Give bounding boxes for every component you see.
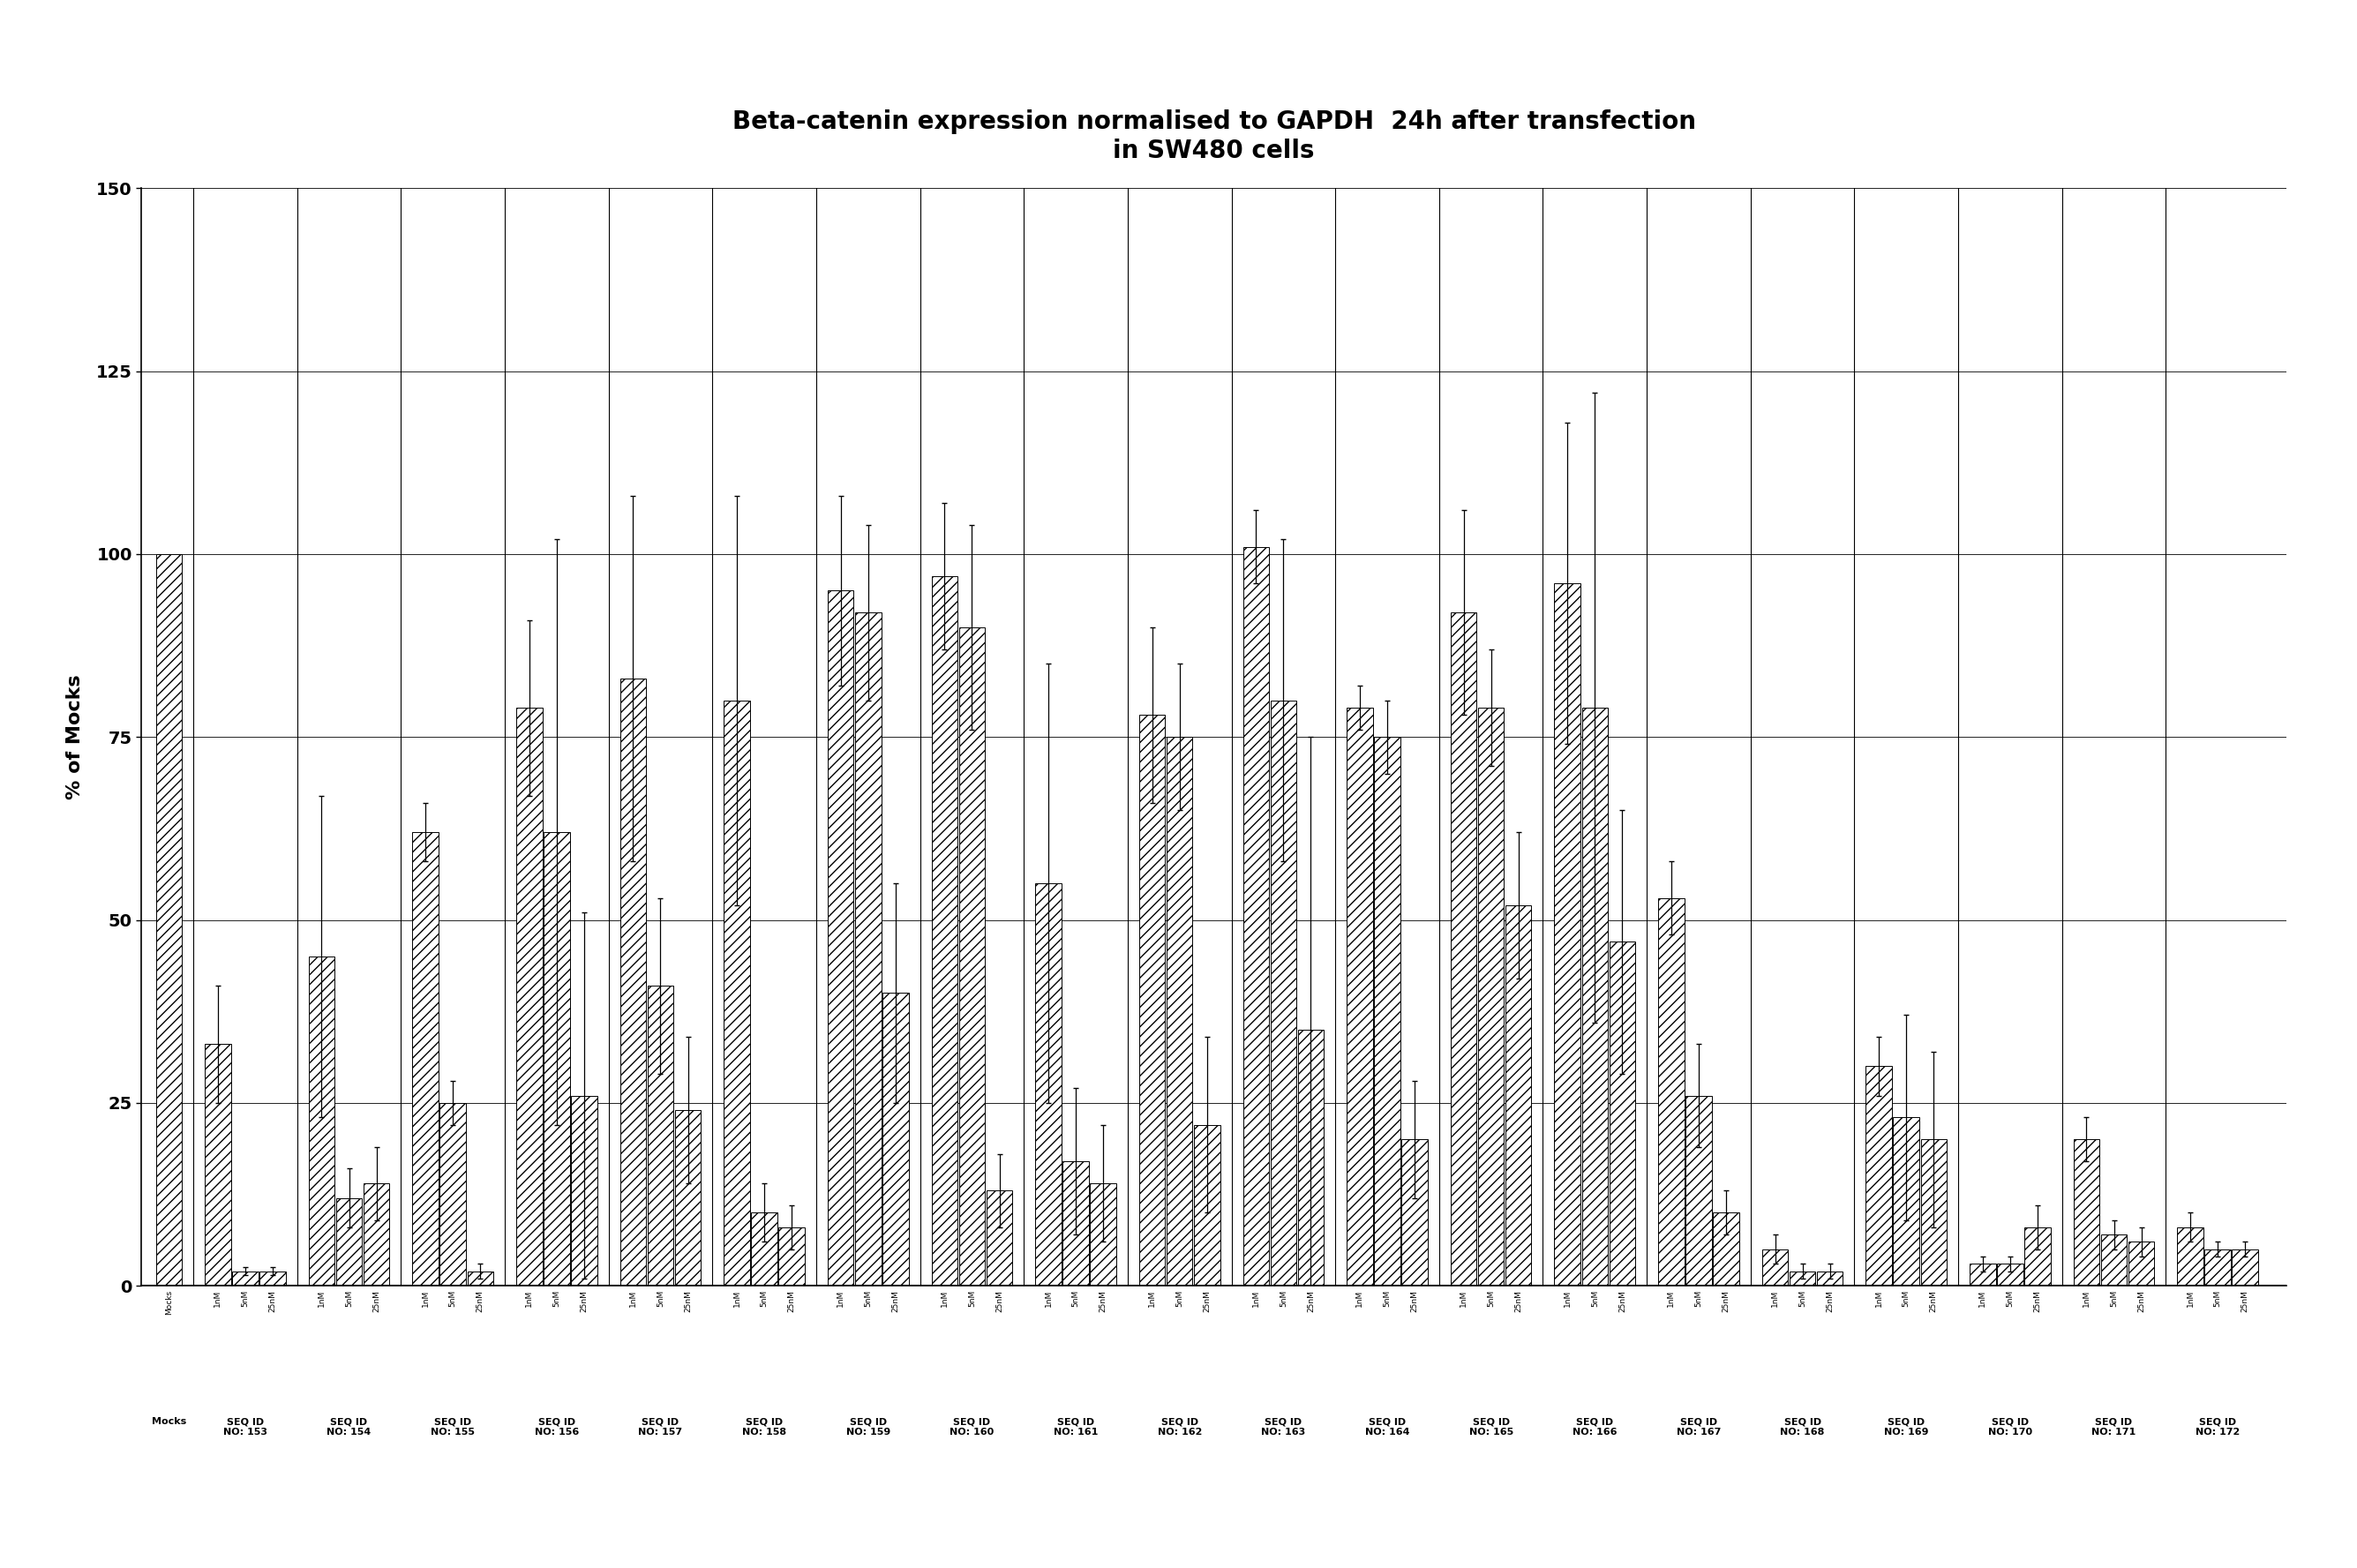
Bar [467, 1272, 493, 1286]
Bar [1478, 707, 1504, 1286]
Bar [2074, 1140, 2100, 1286]
Bar [1402, 1140, 1428, 1286]
Bar [1921, 1140, 1947, 1286]
Bar [1817, 1272, 1843, 1286]
Text: SEQ ID
NO: 160: SEQ ID NO: 160 [950, 1417, 995, 1436]
Bar [570, 1096, 596, 1286]
Bar [1610, 942, 1636, 1286]
Title: Beta-catenin expression normalised to GAPDH  24h after transfection
in SW480 cel: Beta-catenin expression normalised to GA… [733, 110, 1695, 163]
Bar [516, 707, 542, 1286]
Text: SEQ ID
NO: 159: SEQ ID NO: 159 [846, 1417, 891, 1436]
Bar [1091, 1184, 1117, 1286]
Bar [1346, 707, 1372, 1286]
Text: SEQ ID
NO: 167: SEQ ID NO: 167 [1676, 1417, 1721, 1436]
Text: SEQ ID
NO: 161: SEQ ID NO: 161 [1054, 1417, 1098, 1436]
Bar [1138, 715, 1164, 1286]
Bar [1867, 1066, 1893, 1286]
Text: SEQ ID
NO: 156: SEQ ID NO: 156 [535, 1417, 580, 1436]
Bar [1582, 707, 1607, 1286]
Bar [363, 1184, 389, 1286]
Bar [1299, 1030, 1325, 1286]
Bar [1167, 737, 1193, 1286]
Bar [2100, 1234, 2126, 1286]
Bar [156, 554, 181, 1286]
Text: SEQ ID
NO: 168: SEQ ID NO: 168 [1780, 1417, 1824, 1436]
Text: SEQ ID
NO: 170: SEQ ID NO: 170 [1987, 1417, 2032, 1436]
Bar [205, 1044, 231, 1286]
Text: SEQ ID
NO: 158: SEQ ID NO: 158 [742, 1417, 787, 1436]
Bar [1659, 898, 1685, 1286]
Bar [309, 956, 335, 1286]
Text: SEQ ID
NO: 165: SEQ ID NO: 165 [1468, 1417, 1513, 1436]
Bar [441, 1102, 467, 1286]
Bar [827, 591, 853, 1286]
Bar [1970, 1264, 1996, 1286]
Bar [778, 1228, 804, 1286]
Bar [1506, 905, 1532, 1286]
Bar [724, 701, 750, 1286]
Text: SEQ ID
NO: 171: SEQ ID NO: 171 [2091, 1417, 2135, 1436]
Text: SEQ ID
NO: 163: SEQ ID NO: 163 [1261, 1417, 1306, 1436]
Bar [648, 986, 674, 1286]
Bar [2025, 1228, 2051, 1286]
Bar [2204, 1250, 2230, 1286]
Bar [856, 613, 882, 1286]
Text: SEQ ID
NO: 154: SEQ ID NO: 154 [328, 1417, 370, 1436]
Text: SEQ ID
NO: 164: SEQ ID NO: 164 [1365, 1417, 1409, 1436]
Bar [1789, 1272, 1815, 1286]
Bar [2232, 1250, 2258, 1286]
Bar [1035, 883, 1061, 1286]
Bar [1996, 1264, 2022, 1286]
Bar [2128, 1242, 2154, 1286]
Bar [931, 575, 957, 1286]
Bar [1450, 613, 1475, 1286]
Text: Mocks: Mocks [151, 1417, 186, 1427]
Text: SEQ ID
NO: 155: SEQ ID NO: 155 [431, 1417, 474, 1436]
Bar [959, 627, 985, 1286]
Bar [882, 993, 907, 1286]
Bar [1685, 1096, 1711, 1286]
Bar [1763, 1250, 1789, 1286]
Bar [412, 833, 438, 1286]
Bar [1195, 1124, 1221, 1286]
Bar [1893, 1118, 1919, 1286]
Text: SEQ ID
NO: 162: SEQ ID NO: 162 [1157, 1417, 1202, 1436]
Bar [620, 679, 646, 1286]
Text: SEQ ID
NO: 157: SEQ ID NO: 157 [639, 1417, 684, 1436]
Bar [752, 1212, 778, 1286]
Bar [2178, 1228, 2204, 1286]
Text: SEQ ID
NO: 166: SEQ ID NO: 166 [1572, 1417, 1617, 1436]
Bar [1374, 737, 1400, 1286]
Bar [337, 1198, 363, 1286]
Bar [1553, 583, 1582, 1286]
Text: SEQ ID
NO: 153: SEQ ID NO: 153 [224, 1417, 266, 1436]
Bar [1714, 1212, 1739, 1286]
Bar [674, 1110, 700, 1286]
Bar [1063, 1162, 1089, 1286]
Y-axis label: % of Mocks: % of Mocks [66, 674, 85, 800]
Bar [985, 1190, 1014, 1286]
Bar [1270, 701, 1296, 1286]
Text: SEQ ID
NO: 169: SEQ ID NO: 169 [1883, 1417, 1928, 1436]
Bar [233, 1272, 259, 1286]
Text: SEQ ID
NO: 172: SEQ ID NO: 172 [2197, 1417, 2239, 1436]
Bar [544, 833, 570, 1286]
Bar [1242, 547, 1268, 1286]
Bar [259, 1272, 285, 1286]
